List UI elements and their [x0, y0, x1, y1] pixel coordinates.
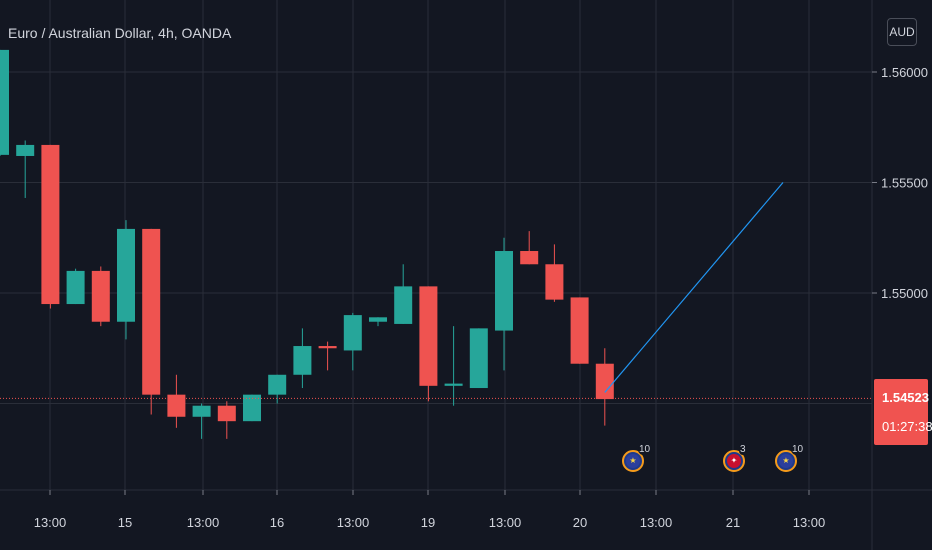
y-tick-label: 1.55000	[881, 286, 928, 301]
x-tick-label: 13:00	[640, 515, 673, 530]
candle-body	[419, 286, 438, 386]
candle-body	[495, 251, 513, 331]
candle	[167, 374, 186, 428]
x-tick-label: 21	[726, 515, 740, 530]
x-tick-label: 15	[118, 515, 132, 530]
candle	[91, 266, 110, 327]
event-count: 10	[791, 444, 805, 455]
x-tick-label: 13:00	[793, 515, 826, 530]
x-tick-label: 13:00	[34, 515, 67, 530]
candle	[394, 264, 413, 324]
economic-event-icon[interactable]: ★ 10	[622, 444, 652, 472]
candles	[0, 49, 614, 439]
candle-body	[293, 346, 312, 375]
candle-body	[394, 286, 413, 324]
currency-button[interactable]: AUD	[887, 18, 917, 46]
candle-body	[243, 394, 261, 422]
x-tick-label: 13:00	[337, 515, 370, 530]
candle	[495, 237, 513, 371]
candle	[343, 312, 362, 371]
economic-event-icon[interactable]: ✦ 3	[723, 444, 747, 472]
candle-body	[318, 346, 337, 349]
candle-body	[91, 270, 110, 322]
candle-body	[444, 383, 463, 386]
candle-body	[217, 405, 236, 422]
candle	[142, 228, 161, 415]
x-tick-label: 16	[270, 515, 284, 530]
x-tick-label: 13:00	[187, 515, 220, 530]
candle	[117, 220, 135, 340]
event-count: 10	[638, 444, 652, 455]
candle	[41, 144, 60, 309]
candle	[570, 297, 589, 364]
candle	[419, 286, 438, 402]
candle-body	[520, 251, 539, 265]
candle	[217, 401, 236, 439]
candle	[16, 140, 35, 198]
candle	[520, 231, 539, 265]
candle	[192, 403, 211, 439]
candle-body	[117, 228, 135, 322]
last-price-label: 1.54523	[882, 390, 929, 405]
last-price-badge: 1.54523 01:27:38	[874, 379, 932, 445]
candle	[268, 374, 287, 404]
candle-body	[545, 264, 564, 300]
economic-event-icon[interactable]: ★ 10	[775, 444, 805, 472]
x-tick-label: 20	[573, 515, 587, 530]
overlay	[0, 182, 872, 399]
candle-body	[16, 144, 35, 156]
x-tick-label: 13:00	[489, 515, 522, 530]
candle-body	[343, 315, 362, 351]
eu-flag-icon: ★	[626, 454, 640, 468]
candle	[318, 341, 337, 371]
candle	[243, 394, 261, 422]
candle-body	[66, 270, 85, 305]
candle	[66, 268, 85, 305]
x-tick-label: 19	[421, 515, 435, 530]
au-flag-icon: ✦	[727, 454, 741, 468]
candle	[293, 328, 312, 389]
trend-line	[604, 182, 784, 393]
event-count: 3	[739, 444, 747, 455]
candle	[369, 317, 387, 327]
candle-body	[142, 228, 161, 395]
y-tick-label: 1.56000	[881, 65, 928, 80]
bar-countdown: 01:27:38	[882, 419, 932, 434]
candle	[444, 326, 463, 406]
candle-body	[268, 374, 287, 395]
candle-body	[595, 363, 614, 400]
eu-flag-icon: ★	[779, 454, 793, 468]
candle-body	[41, 144, 60, 305]
time-axis: 13:00 15 13:00 16 13:00 19 13:00 20 13:00 21 13:00	[34, 490, 826, 530]
candle-body	[369, 317, 387, 322]
candle	[469, 328, 488, 389]
candle-body	[167, 394, 186, 417]
candle	[545, 244, 564, 302]
candle-body	[0, 49, 9, 155]
y-tick-label: 1.55500	[881, 176, 928, 191]
symbol-title: Euro / Australian Dollar, 4h, OANDA	[8, 25, 232, 41]
candle-body	[469, 328, 488, 389]
candle	[0, 49, 9, 156]
candle-body	[570, 297, 589, 364]
candle	[595, 348, 614, 426]
candle-body	[192, 405, 211, 417]
price-axis: 1.56000 1.55500 1.55000	[872, 65, 928, 301]
